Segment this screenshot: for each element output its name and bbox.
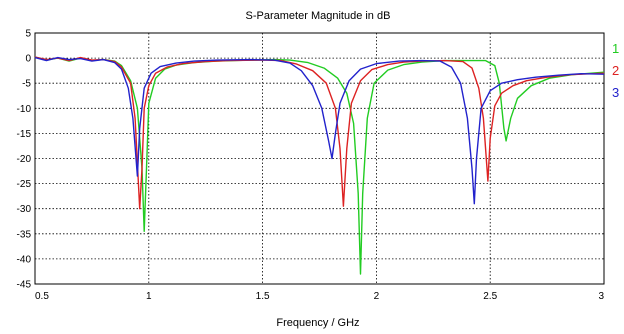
y-tick-label: -5 [22,79,31,90]
legend-entry-1: 1 [612,41,619,56]
x-axis-title: Frequency / GHz [276,317,359,329]
chart-title: S-Parameter Magnitude in dB [246,10,391,22]
x-tick-label: 1.5 [256,291,270,302]
y-tick-label: -40 [17,254,32,265]
legend: 1 2 3 [612,41,619,100]
y-tick-label: -45 [17,280,32,291]
y-tick-label: -15 [17,129,32,140]
legend-entry-2: 2 [612,63,619,78]
y-tick-label: -25 [17,179,32,190]
x-tick-label: 2 [374,291,380,302]
series-line-2 [34,56,605,210]
legend-entry-3: 3 [612,85,619,100]
y-tick-label: -20 [17,154,32,165]
x-tick-label: 2.5 [483,291,497,302]
series-line-1 [34,56,605,275]
y-tick-label: 0 [25,54,31,65]
y-tick-label: -10 [17,104,32,115]
y-tick-label: -35 [17,229,32,240]
series-lines [34,56,605,275]
y-tick-label: -30 [17,204,32,215]
axis-tick-labels: 5 0 -5 -10 -15 -20 -25 -30 -35 -40 -450.5 1 1.5 2 2.5 3 [17,29,605,303]
series-line-3 [34,56,605,205]
y-tick-label: 5 [25,29,31,40]
x-tick-label: 3 [598,291,604,302]
x-tick-label: 0.5 [35,291,49,302]
x-tick-label: 1 [146,291,152,302]
